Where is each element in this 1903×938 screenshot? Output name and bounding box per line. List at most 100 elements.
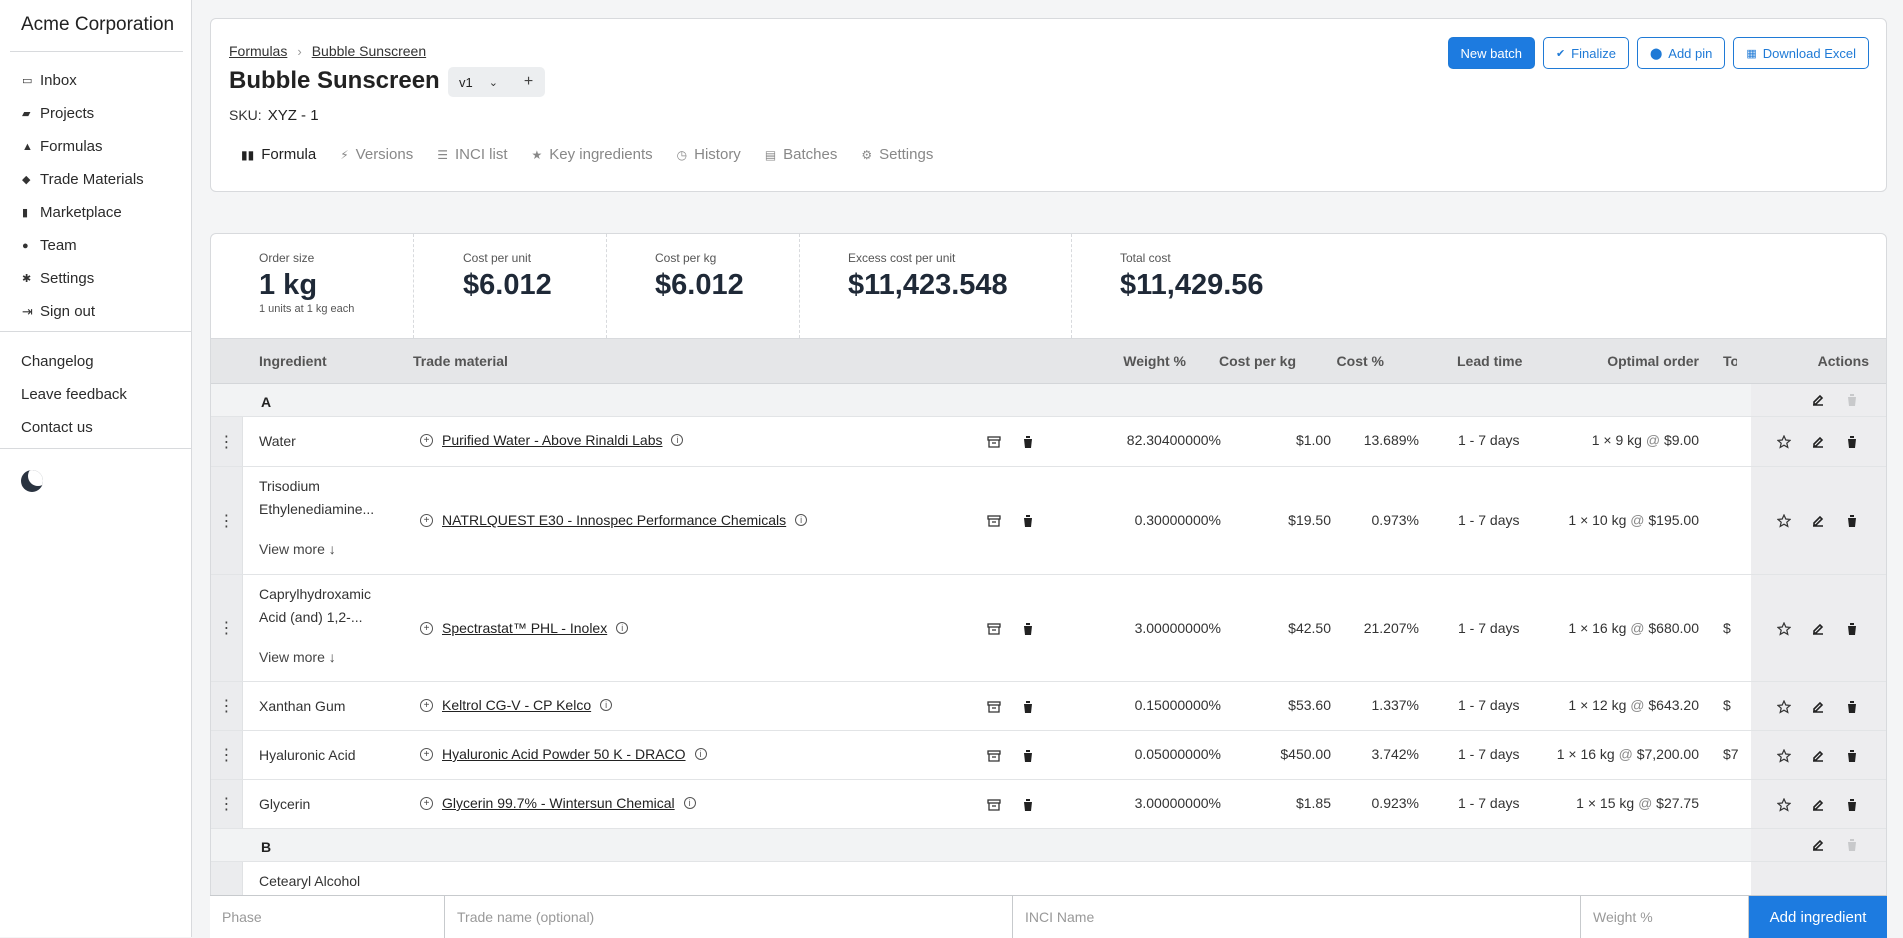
info-icon[interactable]: i [694, 748, 707, 760]
download-excel-button[interactable]: ▦ Download Excel [1733, 37, 1869, 69]
tab-formula[interactable]: ▮▮ Formula [241, 146, 316, 163]
star-icon[interactable] [1776, 797, 1792, 813]
add-circle-icon[interactable]: + [420, 747, 433, 761]
view-more-link[interactable]: View more ↓ [259, 649, 336, 665]
edit-icon[interactable] [1810, 392, 1826, 408]
tab-settings[interactable]: ⚙ Settings [861, 146, 933, 163]
tab-history[interactable]: ◷ History [677, 146, 741, 163]
sidebar-item-trade-materials[interactable]: ◆ Trade Materials [0, 163, 191, 196]
drag-handle-icon[interactable]: ⋮ [211, 780, 243, 828]
trash-icon[interactable] [1844, 434, 1860, 450]
trade-name-input[interactable] [445, 896, 1013, 938]
sidebar-item-formulas[interactable]: ▲ Formulas [0, 130, 191, 163]
trade-material-link[interactable]: Glycerin 99.7% - Wintersun Chemical [442, 795, 675, 811]
drag-handle-icon[interactable]: ⋮ [211, 417, 243, 466]
trash-icon[interactable] [1844, 797, 1860, 813]
col-optimal-order[interactable]: Optimal order [1607, 353, 1699, 369]
star-icon[interactable] [1776, 434, 1792, 450]
info-icon[interactable]: i [600, 699, 613, 711]
weight-pct[interactable]: 0.05000000% [1134, 746, 1221, 762]
new-batch-button[interactable]: New batch [1447, 37, 1535, 69]
archive-icon[interactable] [986, 797, 1002, 813]
info-icon[interactable]: i [671, 434, 684, 446]
col-total-cutoff[interactable]: To [1723, 353, 1737, 369]
info-icon[interactable]: i [683, 797, 696, 809]
archive-icon[interactable] [986, 434, 1002, 450]
trash-icon[interactable] [1844, 699, 1860, 715]
add-circle-icon[interactable]: + [420, 433, 433, 447]
sidebar-item-sign-out[interactable]: ⇥ Sign out [0, 295, 191, 328]
drag-handle-icon[interactable]: ⋮ [211, 682, 243, 730]
edit-icon[interactable] [1810, 621, 1826, 637]
drag-handle-icon[interactable]: ⋮ [211, 575, 243, 681]
star-icon[interactable] [1776, 699, 1792, 715]
edit-icon[interactable] [1810, 797, 1826, 813]
breadcrumb-formulas[interactable]: Formulas [229, 43, 288, 59]
edit-icon[interactable] [1810, 699, 1826, 715]
tab-key-ingredients[interactable]: ★ Key ingredients [531, 146, 652, 163]
dark-mode-toggle-moon-icon[interactable] [21, 470, 43, 492]
view-more-link[interactable]: View more ↓ [259, 541, 336, 557]
weight-input[interactable] [1581, 896, 1749, 938]
trade-material-link[interactable]: NATRLQUEST E30 - Innospec Performance Ch… [442, 512, 787, 528]
tab-versions[interactable]: ⚡ Versions [340, 146, 413, 163]
weight-pct[interactable]: 82.30400000% [1126, 432, 1221, 448]
add-circle-icon[interactable]: + [420, 796, 433, 810]
sidebar-item-marketplace[interactable]: ▮ Marketplace [0, 196, 191, 229]
archive-icon[interactable] [986, 699, 1002, 715]
trash-icon[interactable] [1020, 699, 1036, 715]
trash-icon[interactable] [1020, 434, 1036, 450]
add-circle-icon[interactable]: + [420, 698, 433, 712]
trash-icon[interactable] [1844, 513, 1860, 529]
sidebar-item-settings[interactable]: ✱ Settings [0, 262, 191, 295]
finalize-button[interactable]: ✔ Finalize [1542, 37, 1629, 69]
add-circle-icon[interactable]: + [420, 513, 433, 527]
weight-pct[interactable]: 0.30000000% [1134, 512, 1221, 528]
weight-pct[interactable]: 0.15000000% [1134, 697, 1221, 713]
star-icon[interactable] [1776, 621, 1792, 637]
trade-material-link[interactable]: Purified Water - Above Rinaldi Labs [442, 432, 663, 448]
inci-name-input[interactable] [1013, 896, 1581, 938]
col-lead-time[interactable]: Lead time [1457, 353, 1523, 369]
add-ingredient-button[interactable]: Add ingredient [1749, 896, 1887, 938]
phase-input[interactable] [210, 896, 445, 938]
col-cost-per-kg[interactable]: Cost per kg [1218, 353, 1296, 369]
col-trade-material[interactable]: Trade material [413, 353, 508, 369]
trade-material-link[interactable]: Keltrol CG-V - CP Kelco [442, 697, 592, 713]
tab-inci-list[interactable]: ☰ INCI list [437, 146, 507, 163]
star-icon[interactable] [1776, 748, 1792, 764]
drag-handle-icon[interactable]: ⋮ [211, 731, 243, 779]
sidebar-item-projects[interactable]: ▰ Projects [0, 97, 191, 130]
trash-icon[interactable] [1020, 797, 1036, 813]
star-icon[interactable] [1776, 513, 1792, 529]
trash-icon[interactable] [1020, 748, 1036, 764]
info-icon[interactable]: i [616, 622, 629, 634]
trash-icon[interactable] [1844, 621, 1860, 637]
breadcrumb-current[interactable]: Bubble Sunscreen [311, 43, 427, 59]
col-cost-pct[interactable]: Cost % [1336, 353, 1384, 369]
tab-batches[interactable]: ▤ Batches [765, 146, 838, 163]
drag-handle-icon[interactable]: ⋮ [211, 467, 243, 574]
changelog-link[interactable]: Changelog [21, 353, 94, 370]
trash-icon[interactable] [1844, 748, 1860, 764]
weight-pct[interactable]: 3.00000000% [1134, 795, 1221, 811]
col-weight[interactable]: Weight % [1123, 353, 1186, 369]
sidebar-item-team[interactable]: ● Team [0, 229, 191, 262]
trash-icon[interactable] [1020, 621, 1036, 637]
add-pin-button[interactable]: ⬤ Add pin [1636, 37, 1726, 69]
add-version-button[interactable]: + [523, 73, 534, 90]
feedback-link[interactable]: Leave feedback [21, 386, 127, 403]
edit-icon[interactable] [1810, 434, 1826, 450]
info-icon[interactable]: i [795, 514, 808, 526]
weight-pct[interactable]: 3.00000000% [1134, 620, 1221, 636]
edit-icon[interactable] [1810, 748, 1826, 764]
sidebar-item-inbox[interactable]: ▭ Inbox [0, 64, 191, 97]
edit-icon[interactable] [1810, 513, 1826, 529]
archive-icon[interactable] [986, 621, 1002, 637]
version-select[interactable]: v1 ⌄ [448, 75, 512, 90]
trade-material-link[interactable]: Spectrastat™ PHL - Inolex [442, 620, 608, 636]
add-circle-icon[interactable]: + [420, 621, 433, 635]
contact-link[interactable]: Contact us [21, 419, 93, 436]
archive-icon[interactable] [986, 748, 1002, 764]
archive-icon[interactable] [986, 513, 1002, 529]
